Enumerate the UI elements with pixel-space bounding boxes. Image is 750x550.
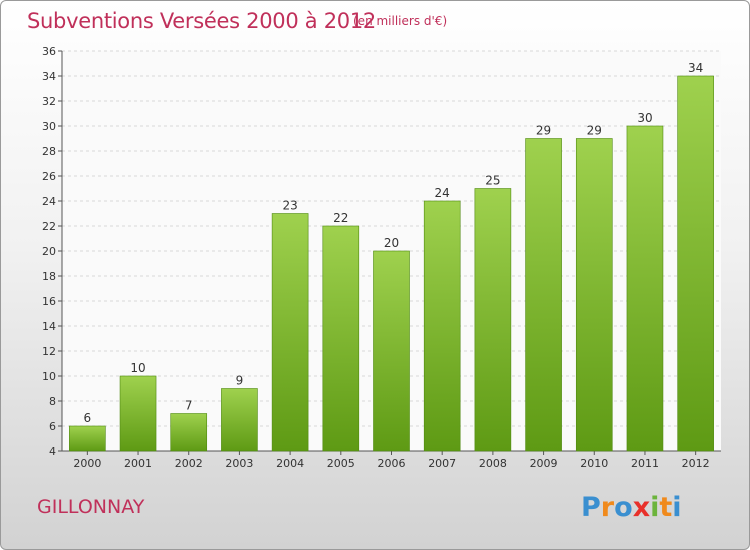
svg-text:Proxiti: Proxiti xyxy=(581,492,682,523)
y-tick-label: 20 xyxy=(42,245,56,258)
bar xyxy=(626,125,664,452)
y-tick-label: 14 xyxy=(42,320,56,333)
bar-value-label: 24 xyxy=(435,186,450,200)
x-tick-label: 2012 xyxy=(682,457,710,470)
bar-value-label: 25 xyxy=(485,174,500,188)
y-tick-label: 30 xyxy=(42,120,56,133)
bar xyxy=(69,425,106,452)
y-tick-label: 28 xyxy=(42,145,56,158)
chart-title: Subventions Versées 2000 à 2012 xyxy=(27,9,376,33)
y-tick-label: 4 xyxy=(49,445,56,458)
x-tick-label: 2009 xyxy=(530,457,558,470)
x-tick-label: 2007 xyxy=(428,457,456,470)
x-tick-label: 2005 xyxy=(327,457,355,470)
bar xyxy=(677,75,714,452)
bar xyxy=(271,213,309,452)
bar-value-label: 22 xyxy=(333,211,348,225)
x-tick-label: 2010 xyxy=(580,457,608,470)
bar-value-label: 30 xyxy=(637,111,652,125)
y-tick-label: 34 xyxy=(42,70,56,83)
bar-value-label: 29 xyxy=(587,124,602,138)
x-tick-label: 2002 xyxy=(175,457,203,470)
x-tick-label: 2006 xyxy=(378,457,406,470)
y-tick-label: 22 xyxy=(42,220,56,233)
bar xyxy=(373,250,410,452)
proxiti-logo: Proxiti xyxy=(581,492,682,523)
bar-layer: 6 10 7 9 23 22 20 24 25 29 29 30 34 xyxy=(69,61,714,452)
y-tick-label: 16 xyxy=(42,295,56,308)
bar xyxy=(119,375,157,452)
bar xyxy=(474,188,512,452)
y-tick-label: 26 xyxy=(42,170,56,183)
bar-value-label: 9 xyxy=(236,374,244,388)
bar xyxy=(170,413,208,452)
bar-value-label: 23 xyxy=(282,199,297,213)
y-tick-label: 32 xyxy=(42,95,56,108)
bar-value-label: 6 xyxy=(84,411,92,425)
x-tick-label: 2004 xyxy=(276,457,304,470)
bar xyxy=(423,200,461,452)
bar-value-label: 7 xyxy=(185,399,193,413)
x-tick-label: 2003 xyxy=(225,457,253,470)
bar-value-label: 20 xyxy=(384,236,399,250)
x-tick-label: 2000 xyxy=(73,457,101,470)
y-tick-label: 36 xyxy=(42,45,56,58)
y-tick-label: 10 xyxy=(42,370,56,383)
y-tick-label: 12 xyxy=(42,345,56,358)
bar xyxy=(322,225,360,452)
y-tick-label: 18 xyxy=(42,270,56,283)
bar xyxy=(575,138,613,452)
chart-subtitle: (en milliers d'€) xyxy=(353,14,448,28)
bar xyxy=(221,388,258,452)
bar-value-label: 29 xyxy=(536,124,551,138)
x-tick-label: 2001 xyxy=(124,457,152,470)
bar-value-label: 34 xyxy=(688,61,703,75)
y-tick-label: 6 xyxy=(49,420,56,433)
x-tick-label: 2011 xyxy=(631,457,659,470)
bar xyxy=(525,138,562,452)
y-tick-label: 24 xyxy=(42,195,56,208)
bar-value-label: 10 xyxy=(130,361,145,375)
commune-name: GILLONNAY xyxy=(37,496,145,518)
y-tick-label: 8 xyxy=(49,395,56,408)
x-tick-label: 2008 xyxy=(479,457,507,470)
